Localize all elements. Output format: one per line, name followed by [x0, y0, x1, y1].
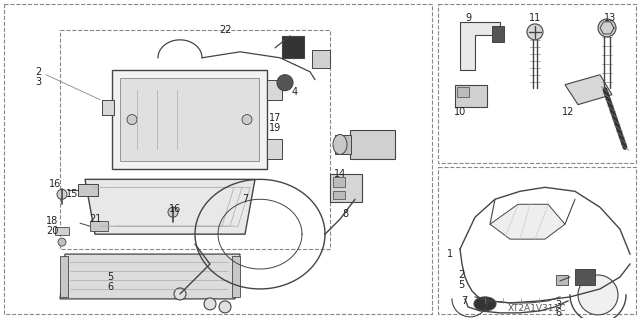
Ellipse shape [474, 297, 496, 311]
Polygon shape [455, 85, 487, 107]
Text: 12: 12 [562, 107, 574, 117]
Polygon shape [312, 50, 330, 68]
Polygon shape [492, 26, 504, 42]
Text: 14: 14 [334, 169, 346, 179]
Text: 16: 16 [49, 179, 61, 189]
Text: 9: 9 [465, 13, 471, 23]
Polygon shape [102, 100, 114, 115]
Text: 10: 10 [454, 107, 466, 117]
Polygon shape [55, 227, 69, 235]
Text: 3: 3 [35, 77, 41, 87]
Text: 6: 6 [107, 282, 113, 292]
Polygon shape [78, 184, 98, 196]
Text: 19: 19 [269, 122, 281, 132]
Circle shape [527, 24, 543, 40]
Circle shape [57, 189, 67, 199]
Text: XT2A1V311C: XT2A1V311C [508, 304, 566, 313]
Text: 22: 22 [219, 25, 231, 35]
Text: 17: 17 [269, 113, 281, 122]
Polygon shape [575, 269, 595, 285]
Text: 8: 8 [342, 209, 348, 219]
Polygon shape [330, 174, 362, 202]
Polygon shape [60, 256, 68, 297]
Polygon shape [90, 221, 108, 231]
Polygon shape [60, 254, 240, 299]
Circle shape [168, 207, 178, 217]
Text: 11: 11 [529, 13, 541, 23]
Text: 4: 4 [292, 87, 298, 97]
Polygon shape [350, 130, 395, 160]
Text: 3: 3 [555, 300, 561, 310]
Circle shape [277, 75, 293, 91]
Circle shape [127, 115, 137, 124]
Polygon shape [556, 275, 568, 285]
Polygon shape [267, 139, 282, 160]
Text: 16: 16 [169, 204, 181, 214]
Polygon shape [565, 75, 612, 105]
Text: 7: 7 [242, 194, 248, 204]
Polygon shape [282, 36, 304, 58]
Circle shape [578, 275, 618, 315]
Circle shape [174, 288, 186, 300]
Polygon shape [267, 80, 282, 100]
Text: 2: 2 [35, 67, 41, 77]
Circle shape [204, 298, 216, 310]
Text: 5: 5 [458, 280, 464, 290]
Polygon shape [490, 204, 565, 239]
Ellipse shape [333, 135, 347, 154]
Polygon shape [335, 135, 351, 154]
Text: 6: 6 [555, 308, 561, 318]
Circle shape [219, 301, 231, 313]
Text: 13: 13 [604, 13, 616, 23]
Polygon shape [333, 191, 345, 199]
Text: 20: 20 [46, 226, 58, 236]
Text: 15: 15 [66, 189, 78, 199]
Text: 18: 18 [46, 216, 58, 226]
Text: 21: 21 [89, 214, 101, 224]
Polygon shape [333, 177, 345, 187]
Polygon shape [112, 70, 267, 169]
Polygon shape [120, 78, 259, 161]
Polygon shape [457, 87, 469, 97]
Polygon shape [460, 22, 500, 70]
Polygon shape [232, 256, 240, 297]
Text: 2: 2 [458, 270, 464, 280]
Circle shape [242, 115, 252, 124]
Circle shape [58, 238, 66, 246]
Circle shape [598, 19, 616, 37]
Text: 5: 5 [107, 272, 113, 282]
Text: 7: 7 [461, 296, 467, 306]
Polygon shape [85, 179, 255, 234]
Text: 1: 1 [447, 249, 453, 259]
